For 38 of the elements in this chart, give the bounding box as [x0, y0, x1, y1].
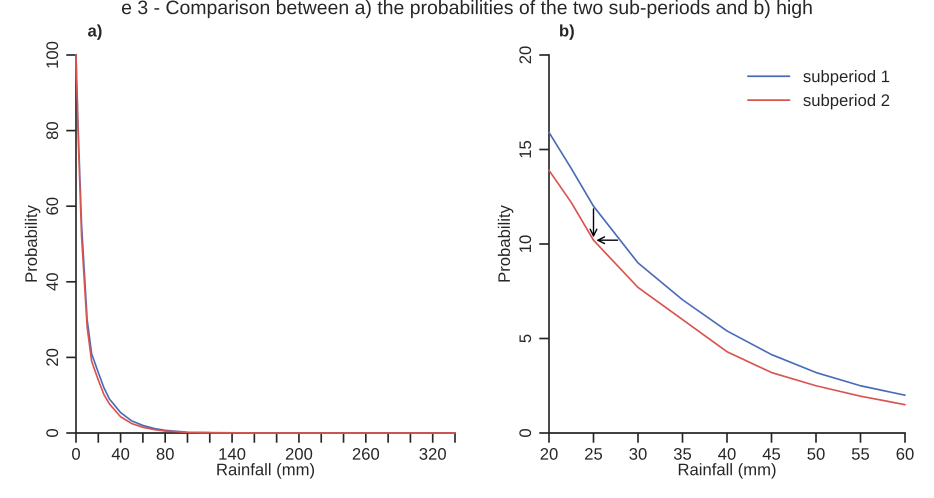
x-axis-title: Rainfall (mm): [678, 463, 776, 479]
legend-label: subperiod 2: [803, 94, 890, 110]
x-tick-label: 40: [112, 448, 130, 460]
x-tick-label: 140: [219, 448, 246, 460]
y-tick-label: 100: [46, 42, 58, 68]
y-tick-label: 0: [46, 429, 58, 437]
x-tick-label: 80: [156, 448, 174, 460]
legend-label: subperiod 1: [803, 70, 890, 86]
x-tick-label: 35: [674, 448, 692, 460]
y-tick-label: 20: [519, 46, 532, 64]
x-tick-label: 40: [718, 448, 736, 460]
y-tick-label: 40: [46, 273, 58, 291]
x-tick-label: 0: [72, 448, 80, 460]
y-tick-label: 10: [519, 235, 532, 252]
chart-title: e 3 - Comparison between a) the probabilities of the two sub-periods and b) high: [122, 0, 812, 18]
y-axis-title: Probability: [498, 205, 514, 282]
x-tick-label: 320: [419, 448, 446, 460]
text: b): [560, 24, 574, 40]
x-tick-label: 260: [352, 448, 380, 460]
x-tick-label: 50: [807, 448, 825, 460]
text: a): [88, 24, 102, 40]
x-tick-label: 60: [896, 448, 914, 460]
line-series: [548, 169, 906, 406]
x-tick-label: 20: [540, 448, 558, 460]
x-tick-label: 55: [852, 448, 870, 460]
x-tick-label: 200: [286, 448, 312, 460]
x-tick-label: 25: [585, 448, 602, 460]
y-axis-title: Probability: [24, 205, 40, 282]
x-tick-label: 45: [762, 448, 780, 460]
y-tick-label: 60: [46, 198, 58, 215]
y-tick-label: 20: [46, 348, 58, 366]
y-tick-label: 5: [519, 334, 532, 342]
y-tick-label: 80: [46, 122, 58, 140]
y-tick-label: 0: [519, 429, 532, 437]
x-tick-label: 30: [629, 448, 647, 460]
x-axis-title: Rainfall (mm): [217, 463, 314, 479]
y-tick-label: 15: [519, 140, 532, 158]
line-series: [548, 132, 906, 396]
